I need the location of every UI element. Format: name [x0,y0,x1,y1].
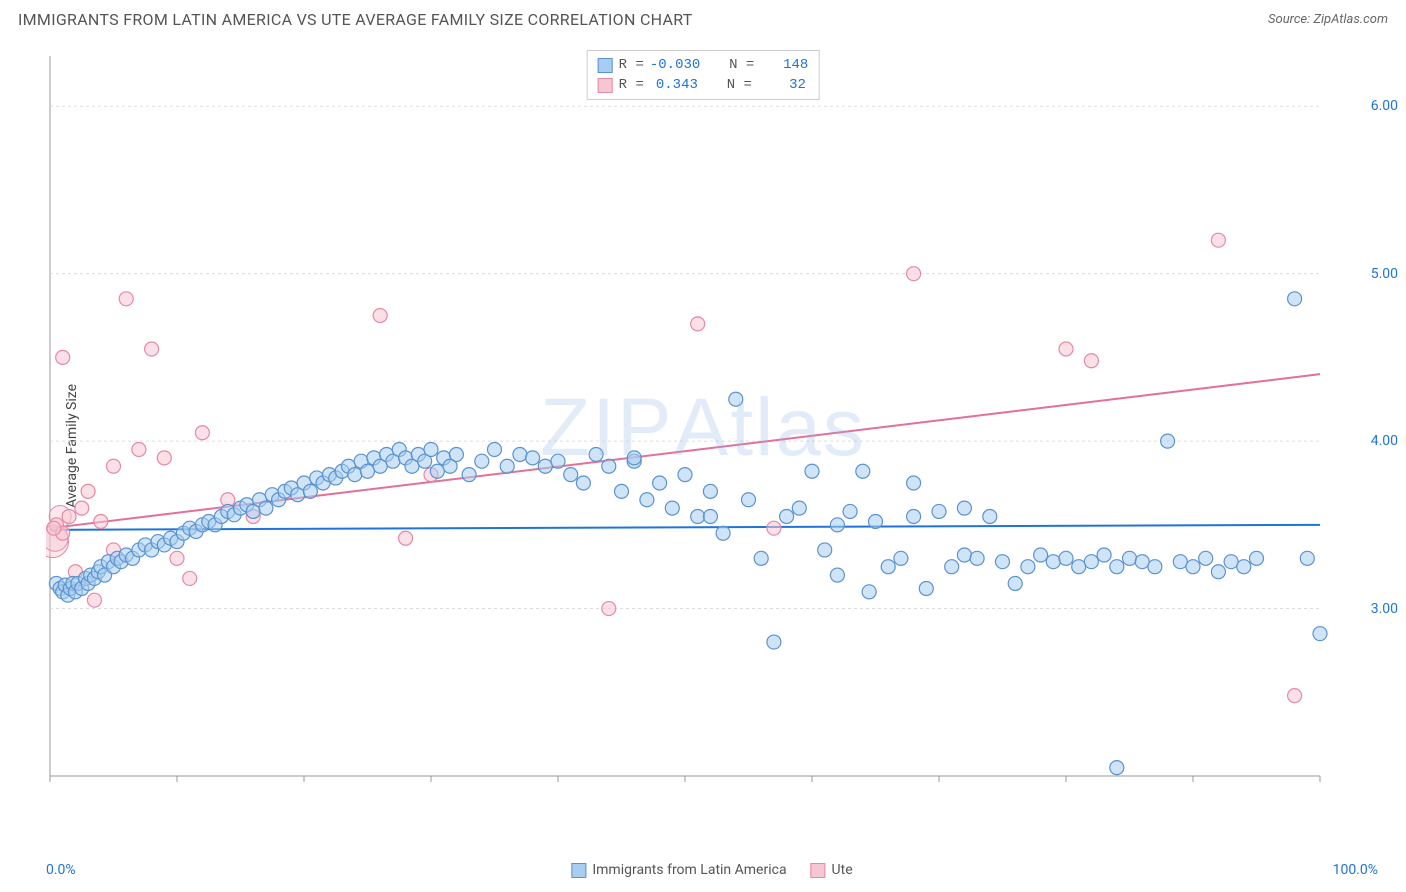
r-label: R = [619,55,644,75]
r-value-blue: -0.030 [650,55,700,75]
legend-series-box: Immigrants from Latin America Ute [571,862,852,878]
n-value-pink: 32 [758,75,806,95]
source-label: Source: [1268,12,1313,27]
chart-title: IMMIGRANTS FROM LATIN AMERICA VS UTE AVE… [18,10,693,29]
swatch-pink-icon [811,863,826,878]
y-tick-label: 3.00 [1371,601,1398,617]
n-value-blue: 148 [760,55,808,75]
legend-stats-row-blue: R = -0.030 N = 148 [598,55,809,75]
x-axis-min-label: 0.0% [46,862,76,878]
y-tick-label: 4.00 [1371,433,1398,449]
legend-label-blue: Immigrants from Latin America [592,862,786,878]
legend-stats-row-pink: R = 0.343 N = 32 [598,75,809,95]
y-tick-label: 6.00 [1371,98,1398,114]
legend-stats-box: R = -0.030 N = 148 R = 0.343 N = 32 [587,50,820,100]
chart-plot-area [46,48,1378,804]
legend-item-pink: Ute [811,862,853,878]
n-label: N = [729,55,754,75]
x-axis-max-label: 100.0% [1333,862,1378,878]
y-tick-label: 5.00 [1371,266,1398,282]
legend-item-blue: Immigrants from Latin America [571,862,786,878]
n-label: N = [727,75,752,95]
r-value-pink: 0.343 [650,75,698,95]
swatch-blue-icon [571,863,586,878]
r-label: R = [619,75,644,95]
legend-label-pink: Ute [832,862,853,878]
scatter-svg [46,48,1378,804]
x-axis-footer: 0.0% Immigrants from Latin America Ute 1… [46,862,1378,878]
swatch-blue-icon [598,58,613,73]
swatch-pink-icon [598,78,613,93]
source-value: ZipAtlas.com [1313,12,1388,27]
source-attribution: Source: ZipAtlas.com [1268,12,1388,27]
